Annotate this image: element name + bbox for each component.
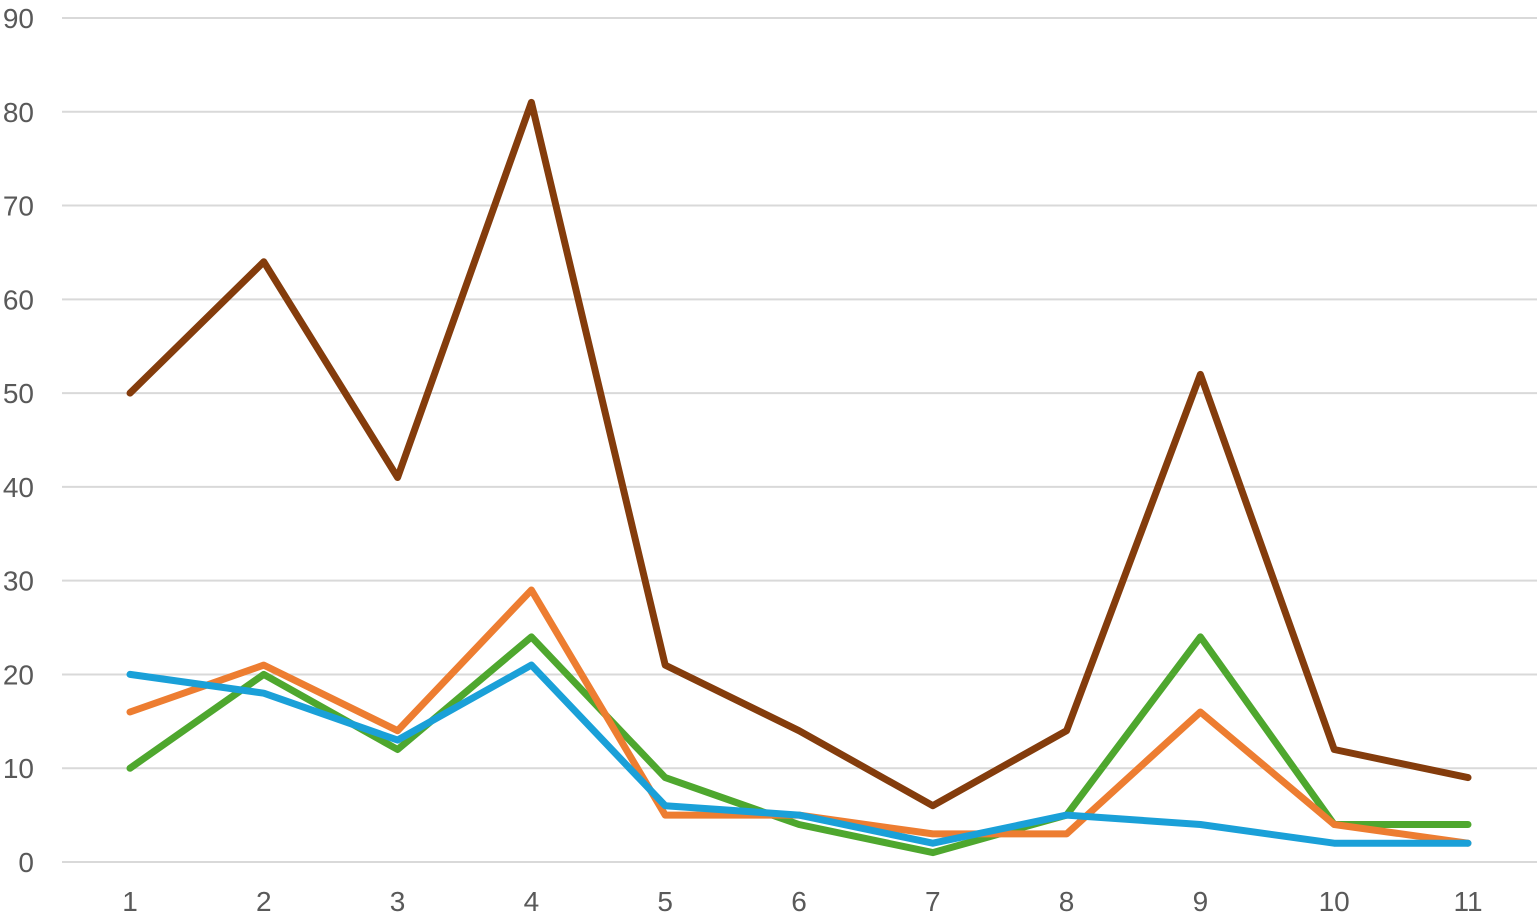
x-tick-label: 9 xyxy=(1193,886,1209,917)
x-tick-label: 2 xyxy=(256,886,272,917)
x-tick-label: 11 xyxy=(1453,886,1482,917)
x-tick-label: 8 xyxy=(1059,886,1075,917)
y-tick-label: 50 xyxy=(3,378,34,409)
y-axis-tick-labels: 0 10 20 30 40 50 60 70 80 90 xyxy=(3,3,34,878)
x-tick-label: 1 xyxy=(122,886,138,917)
y-tick-label: 30 xyxy=(3,566,34,597)
y-tick-label: 40 xyxy=(3,472,34,503)
y-tick-label: 70 xyxy=(3,191,34,222)
x-tick-label: 5 xyxy=(657,886,673,917)
y-tick-label: 90 xyxy=(3,3,34,34)
x-axis-tick-labels: 1 2 3 4 5 6 7 8 9 10 11 xyxy=(122,886,1482,917)
y-tick-label: 0 xyxy=(18,847,34,878)
x-tick-label: 6 xyxy=(791,886,807,917)
x-tick-label: 4 xyxy=(524,886,540,917)
series-line-3 xyxy=(126,98,1472,810)
x-tick-label: 3 xyxy=(390,886,406,917)
y-tick-label: 60 xyxy=(3,284,34,315)
y-tick-label: 20 xyxy=(3,659,34,690)
x-tick-label: 7 xyxy=(925,886,941,917)
series-line-4 xyxy=(126,633,1472,857)
x-tick-label: 10 xyxy=(1319,886,1350,917)
gridlines xyxy=(62,17,1537,863)
y-tick-label: 80 xyxy=(3,97,34,128)
y-tick-label: 10 xyxy=(3,753,34,784)
series-line-1 xyxy=(126,661,1472,847)
series-lines xyxy=(126,98,1472,857)
